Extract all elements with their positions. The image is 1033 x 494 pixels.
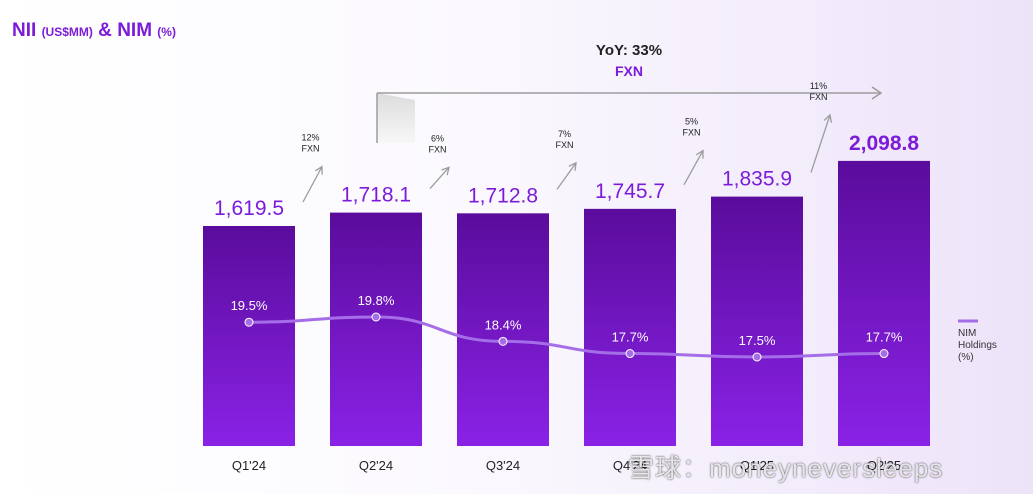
growth-unit-5: FXN	[810, 92, 828, 102]
category-label-4: Q4'24	[613, 458, 647, 473]
growth-pct-2: 6%	[431, 133, 444, 143]
chart-title: NII (US$MM) & NIM (%)	[12, 20, 176, 42]
growth-unit-4: FXN	[683, 128, 701, 138]
bar-1	[203, 226, 295, 446]
nim-value-label-4: 17.7%	[612, 330, 649, 345]
growth-unit-1: FXN	[302, 144, 320, 154]
category-label-2: Q2'24	[359, 458, 393, 473]
bar-value-label-1: 1,619.5	[214, 197, 284, 220]
yoy-arrow-head	[871, 86, 883, 100]
nim-point-5	[752, 352, 762, 362]
nim-value-label-6: 17.7%	[866, 330, 903, 345]
nim-point-2	[371, 312, 381, 322]
bar-value-label-3: 1,712.8	[468, 184, 538, 207]
legend-text-2: Holdings	[958, 340, 997, 351]
growth-arrowhead-1	[314, 165, 323, 175]
nim-point-3	[498, 336, 508, 346]
growth-arrowhead-4	[695, 149, 704, 159]
nim-value-label-2: 19.8%	[358, 293, 395, 308]
growth-arrowhead-3	[568, 161, 577, 171]
growth-arrow-3	[556, 162, 577, 190]
category-label-1: Q1'24	[232, 458, 266, 473]
bar-value-label-6: 2,098.8	[849, 132, 919, 155]
bar-2	[330, 212, 422, 446]
legend-text-3: (%)	[958, 352, 974, 363]
yoy-shade	[377, 93, 415, 143]
bar-6	[838, 160, 930, 447]
bar-5	[711, 196, 803, 446]
nim-line	[248, 315, 885, 359]
nim-point-6	[879, 349, 889, 359]
watermark: 雪球：moneyneversleeps	[628, 453, 944, 483]
title-nim: NIM	[117, 20, 153, 41]
category-label-3: Q3'24	[486, 458, 520, 473]
growth-arrow-2	[429, 166, 450, 190]
bar-4	[584, 208, 676, 446]
title-nii-unit: (US$MM)	[41, 25, 93, 39]
growth-arrow-1	[302, 166, 323, 203]
growth-arrow-4	[683, 150, 704, 186]
nim-value-label-1: 19.5%	[231, 298, 268, 313]
growth-unit-3: FXN	[556, 140, 574, 150]
nim-point-1	[244, 317, 254, 327]
growth-arrowhead-2	[441, 166, 450, 176]
bar-value-label-5: 1,835.9	[722, 168, 792, 191]
growth-pct-4: 5%	[685, 117, 698, 127]
title-nim-unit: (%)	[157, 25, 176, 39]
yoy-sub: FXN	[615, 63, 643, 79]
bar-value-label-4: 1,745.7	[595, 180, 665, 203]
growth-pct-5: 11%	[810, 81, 827, 91]
growth-arrowhead-5	[823, 113, 833, 123]
category-label-5: Q1'25	[740, 458, 774, 473]
growth-unit-2: FXN	[429, 144, 447, 154]
nim-value-label-5: 17.5%	[739, 333, 776, 348]
yoy-label: YoY: 33%	[596, 42, 662, 59]
growth-pct-3: 7%	[558, 129, 571, 139]
yoy-indicator: YoY: 33% FXN	[376, 42, 883, 143]
nim-point-4	[625, 349, 635, 359]
bar-value-label-2: 1,718.1	[341, 184, 411, 207]
nim-value-label-3: 18.4%	[485, 317, 522, 332]
bar-3	[457, 213, 549, 446]
growth-arrow-5	[810, 114, 831, 173]
title-nii: NII	[12, 20, 37, 41]
title-amp: &	[98, 20, 112, 41]
category-label-6: Q2'25	[867, 458, 901, 473]
growth-pct-1: 12%	[301, 133, 319, 143]
legend-text-1: NIM	[958, 328, 976, 339]
